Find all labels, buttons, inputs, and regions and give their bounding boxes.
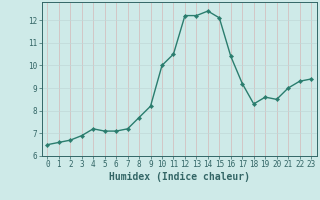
X-axis label: Humidex (Indice chaleur): Humidex (Indice chaleur) <box>109 172 250 182</box>
